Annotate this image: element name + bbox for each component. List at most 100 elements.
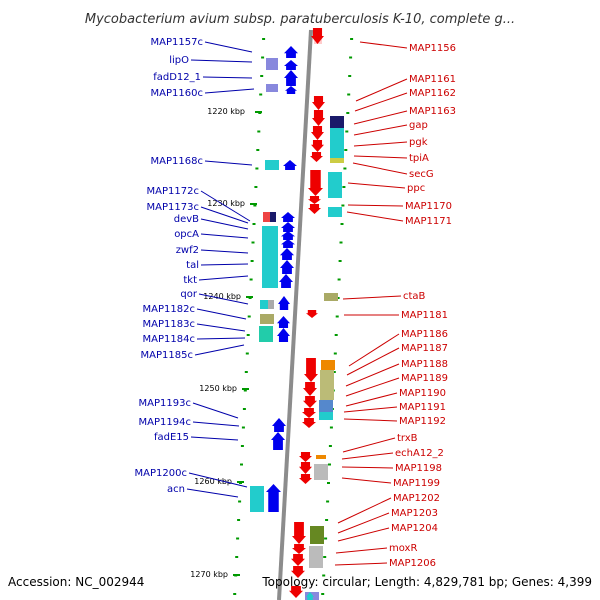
- tick-dot: [348, 75, 352, 77]
- forward-gene-arrow: [299, 462, 312, 474]
- tick-dot: [262, 38, 266, 40]
- tick-dot: [249, 278, 253, 281]
- forward-gene-leader: [353, 110, 408, 125]
- forward-gene-arrow: [292, 544, 306, 554]
- forward-gene-arrow: [303, 382, 317, 396]
- tick-dot: [237, 519, 241, 521]
- tick-dot: [246, 334, 250, 336]
- feature-blocks: [250, 30, 344, 600]
- tick-dot: [240, 445, 244, 447]
- reverse-gene-arrow: [280, 260, 294, 274]
- feature-block: [265, 160, 279, 170]
- tick-dot: [242, 408, 246, 410]
- feature-block: [310, 526, 324, 544]
- feature-block: [263, 212, 270, 222]
- forward-gene-label: MAP1198: [395, 463, 442, 474]
- feature-block: [250, 486, 264, 512]
- tick-dot: [247, 315, 251, 318]
- reverse-gene-label: tkt: [183, 275, 197, 286]
- ruler-tick-label: 1240 kbp: [203, 292, 241, 301]
- forward-gene-leader: [343, 418, 398, 422]
- ruler-tick-label: 1250 kbp: [199, 384, 237, 393]
- forward-gene-label: MAP1163: [409, 106, 456, 117]
- forward-gene-label: MAP1186: [401, 329, 448, 340]
- feature-block: [266, 84, 278, 92]
- forward-gene-leader: [335, 547, 388, 554]
- tick-dot: [343, 167, 347, 170]
- forward-gene-arrow: [311, 140, 324, 152]
- feature-block: [262, 226, 278, 288]
- forward-gene-leader: [352, 162, 408, 175]
- forward-gene-leader: [346, 211, 404, 222]
- tick-dot: [238, 500, 242, 503]
- tick-dot: [325, 519, 329, 521]
- tick-dot: [349, 56, 353, 59]
- forward-gene-label: MAP1192: [399, 416, 446, 427]
- forward-gene-label: MAP1181: [401, 310, 448, 321]
- feature-block: [268, 300, 274, 309]
- reverse-gene-label: MAP1183c: [143, 319, 195, 330]
- reverse-gene-leader: [198, 293, 249, 305]
- tick-dot: [252, 223, 256, 225]
- reverse-gene-label: MAP1193c: [139, 398, 191, 409]
- tick-dot: [260, 75, 264, 77]
- tick-dot: [321, 593, 325, 595]
- forward-gene-label: MAP1156: [409, 43, 456, 54]
- tick-dot: [258, 112, 262, 114]
- reverse-gene-label: fadD12_1: [153, 72, 201, 83]
- forward-gene-leader: [345, 377, 400, 397]
- tick-dot: [248, 297, 252, 299]
- forward-gene-leader: [346, 347, 400, 376]
- forward-gene-leader: [337, 527, 390, 542]
- forward-gene-arrow: [299, 474, 312, 484]
- tick-dot: [241, 426, 245, 429]
- reverse-gene-arrow: [281, 212, 295, 222]
- feature-block: [328, 172, 342, 198]
- reverse-gene-leader: [192, 402, 239, 419]
- forward-gene-arrow: [291, 554, 305, 566]
- tick-dot: [256, 149, 260, 151]
- reverse-gene-leader: [204, 41, 253, 53]
- tick-dot: [261, 56, 265, 59]
- tick-dot: [234, 574, 238, 577]
- forward-gene-arrow: [303, 396, 317, 408]
- ruler-tick-label: 1220 kbp: [207, 107, 245, 116]
- reverse-gene-label: MAP1168c: [151, 156, 203, 167]
- forward-gene-leader: [334, 562, 388, 566]
- reverse-gene-label: qor: [180, 289, 197, 300]
- reverse-gene-leader: [192, 421, 240, 427]
- feature-block: [319, 412, 333, 420]
- tick-dot: [253, 204, 257, 207]
- feature-block: [328, 207, 342, 217]
- reverse-gene-arrow: [284, 70, 298, 86]
- forward-gene-leader: [341, 477, 392, 484]
- reverse-gene-label: tal: [186, 260, 199, 271]
- forward-gene-arrow: [308, 170, 323, 196]
- reverse-gene-label: MAP1194c: [139, 417, 191, 428]
- tick-dot: [327, 482, 330, 484]
- genome-backbone: [277, 29, 313, 600]
- tick-dot: [341, 204, 345, 207]
- tick-dot: [245, 352, 249, 355]
- reverse-gene-label: lipO: [169, 55, 189, 66]
- tick-dot: [255, 167, 259, 170]
- forward-gene-leader: [337, 512, 390, 534]
- forward-gene-label: MAP1190: [399, 388, 446, 399]
- forward-gene-label: MAP1189: [401, 373, 448, 384]
- forward-gene-leader: [345, 392, 398, 407]
- forward-gene-arrow: [306, 310, 318, 318]
- tick-dot: [254, 186, 258, 188]
- feature-block: [259, 326, 273, 342]
- tick-dot: [339, 241, 343, 244]
- forward-gene-label: MAP1191: [399, 402, 446, 413]
- forward-gene-leader: [341, 466, 394, 469]
- forward-gene-leader: [342, 437, 396, 453]
- reverse-gene-leader: [200, 233, 249, 239]
- feature-block: [330, 158, 344, 163]
- feature-block: [314, 464, 328, 480]
- topology-text: Topology: circular; Length: 4,829,781 bp…: [261, 575, 592, 589]
- reverse-gene-leader: [190, 436, 239, 441]
- tick-dot: [342, 186, 346, 188]
- feature-block: [266, 58, 278, 70]
- forward-gene-label: pgk: [409, 137, 428, 148]
